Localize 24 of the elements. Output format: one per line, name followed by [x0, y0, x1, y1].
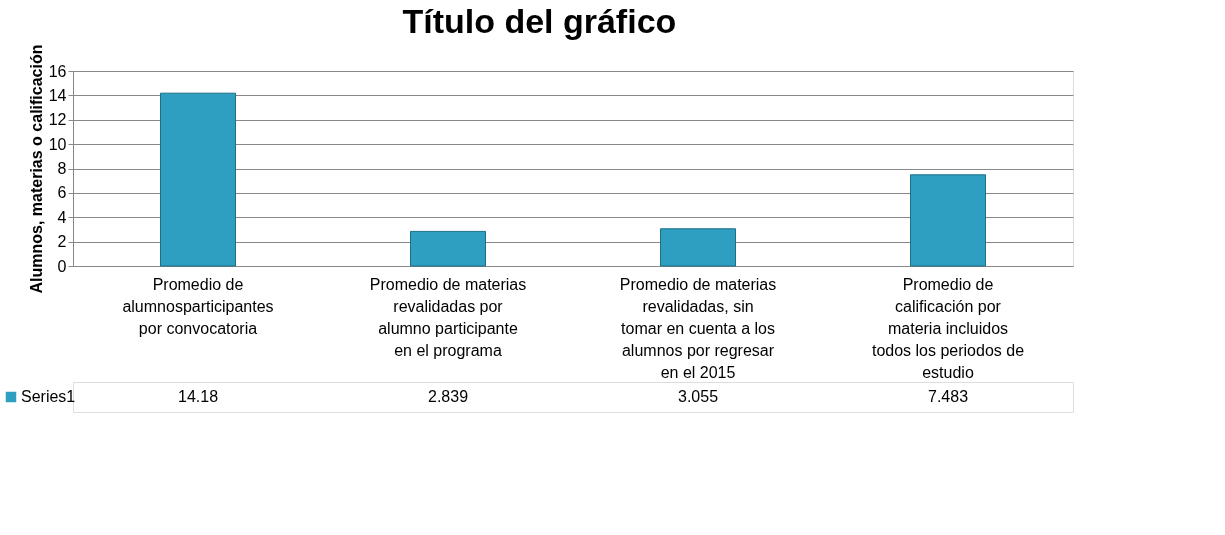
y-tick-label: 2	[57, 233, 67, 251]
y-tick-label: 6	[57, 184, 67, 202]
bar	[910, 174, 986, 267]
data-label: 3.055	[677, 388, 719, 405]
bar	[410, 230, 486, 267]
y-tick-label: 16	[48, 62, 67, 80]
y-tick-label: 0	[57, 257, 67, 275]
y-tick-label: 12	[48, 111, 67, 129]
x-tick-label: Promedio de calificación por materia incluidos todos los periodos de estudio	[871, 275, 1025, 381]
x-tick-label: Promedio de materias revalidadas, sin tomar en cuenta a los alumnos por regresar en el 2015	[619, 275, 777, 381]
x-tick-label: Promedio de materias revalidadas por alumno participante en el programa	[369, 275, 527, 359]
bar	[660, 228, 736, 267]
y-tick-label: 10	[48, 135, 67, 153]
y-tick-label: 8	[57, 160, 67, 177]
y-tick-label: 4	[57, 208, 67, 226]
data-label: 7.483	[927, 388, 969, 405]
data-label: 2.839	[427, 388, 469, 405]
data-label: 14.18	[177, 388, 219, 405]
y-tick-label: 14	[48, 86, 67, 104]
bar	[160, 92, 236, 267]
x-tick-label: Promedio de alumnosparticipantes por convocatoria	[122, 275, 274, 337]
y-axis-title: Alumnos, materias o calificación	[27, 44, 45, 294]
chart-title: Título del gráfico	[402, 1, 677, 40]
legend-label: Series1	[21, 388, 76, 405]
